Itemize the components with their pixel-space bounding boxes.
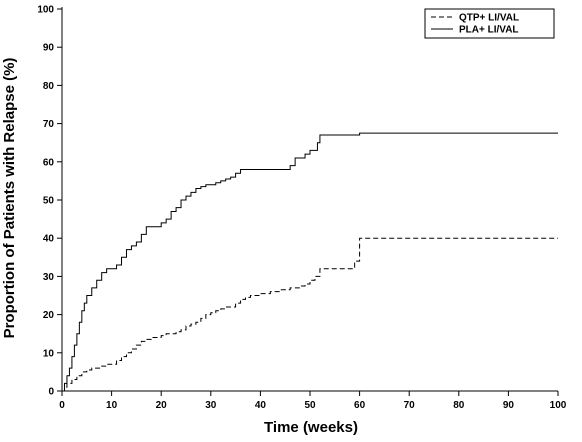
legend-label-qtp: QTP+ LI/VAL bbox=[459, 13, 519, 24]
legend-box bbox=[424, 8, 555, 39]
axes bbox=[61, 7, 558, 392]
series-line-pla bbox=[62, 132, 558, 392]
x-tick-label: 10 bbox=[106, 400, 118, 411]
y-tick-label: 80 bbox=[43, 81, 55, 92]
x-tick-label: 50 bbox=[304, 400, 316, 411]
x-tick-label: 70 bbox=[404, 400, 416, 411]
y-tick-label: 30 bbox=[43, 272, 55, 283]
x-tick-label: 30 bbox=[205, 400, 217, 411]
x-tick-label: 90 bbox=[503, 400, 515, 411]
y-tick-label: 50 bbox=[43, 196, 55, 207]
y-tick-label: 60 bbox=[43, 157, 55, 168]
y-tick-label: 70 bbox=[43, 119, 55, 130]
ticks: 0 10 20 30 40 50 60 70 80 90 100 0 10 20 30 40 50 60 70 80 9… bbox=[37, 5, 566, 412]
y-tick-label: 40 bbox=[43, 234, 55, 245]
series-layer bbox=[62, 132, 558, 392]
legend-label-pla: PLA+ LI/VAL bbox=[459, 25, 519, 36]
x-tick-label: 20 bbox=[156, 400, 168, 411]
y-axis-label: Proportion of Patients with Relapse (%) bbox=[1, 58, 18, 339]
x-axis-label: Time (weeks) bbox=[264, 419, 358, 436]
x-tick-label: 0 bbox=[59, 400, 65, 411]
y-tick-label: 100 bbox=[37, 5, 54, 16]
x-tick-label: 100 bbox=[550, 400, 567, 411]
x-tick-label: 40 bbox=[255, 400, 267, 411]
x-tick-label: 80 bbox=[453, 400, 465, 411]
legend: QTP+ LI/VAL PLA+ LI/VAL bbox=[424, 8, 555, 39]
y-tick-label: 20 bbox=[43, 310, 55, 321]
y-tick-label: 10 bbox=[43, 348, 55, 359]
x-tick-label: 60 bbox=[354, 400, 366, 411]
series-line-qtp bbox=[62, 237, 558, 392]
y-tick-label: 90 bbox=[43, 43, 55, 54]
y-tick-label: 0 bbox=[48, 387, 54, 398]
